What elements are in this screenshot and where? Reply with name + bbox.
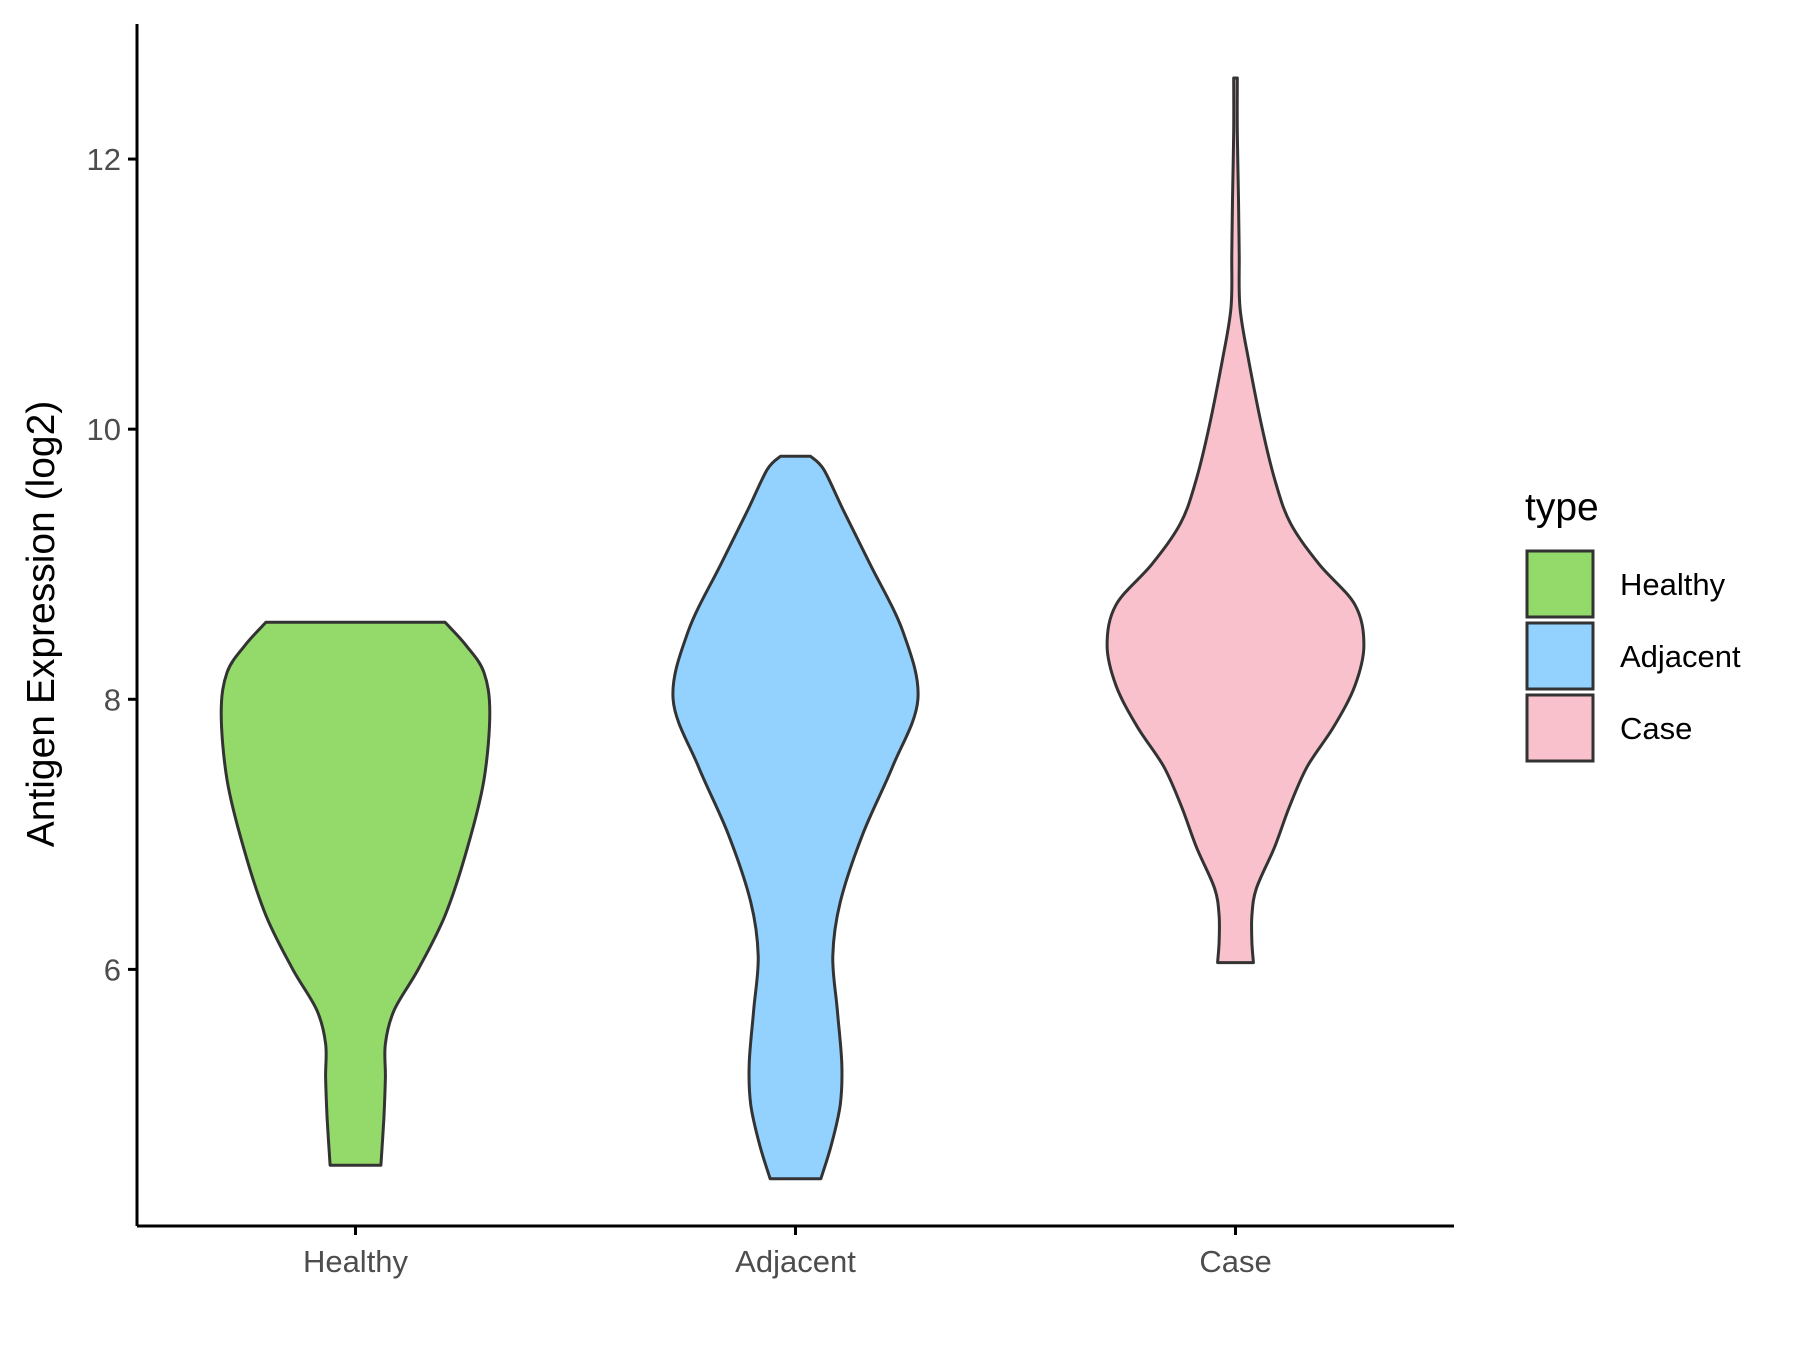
legend-title: type [1525,486,1599,529]
violin-case [1105,76,1366,965]
violin-layer [219,76,1366,1181]
legend-label-case: Case [1620,711,1692,746]
legend-label-adjacent: Adjacent [1620,639,1741,674]
legend-label-healthy: Healthy [1620,567,1726,602]
x-tick-label-healthy: Healthy [303,1244,409,1279]
y-tick-label: 8 [104,682,121,717]
x-tick-label-adjacent: Adjacent [735,1244,856,1279]
legend: type Healthy Adjacent Case [1525,486,1741,763]
violin-healthy [219,620,492,1167]
violin-adjacent [671,454,920,1181]
legend-swatch-adjacent [1525,621,1595,691]
y-ticks: 6 8 10 12 [87,142,137,987]
y-axis-title: Antigen Expression (log2) [20,401,63,848]
x-tick-label-case: Case [1199,1244,1271,1279]
y-tick-label: 6 [104,952,121,987]
y-tick-label: 12 [87,142,121,177]
y-tick-label: 10 [87,412,121,447]
legend-swatch-case [1525,693,1595,763]
legend-swatch-healthy [1525,549,1595,619]
x-ticks: Healthy Adjacent Case [303,1226,1272,1279]
